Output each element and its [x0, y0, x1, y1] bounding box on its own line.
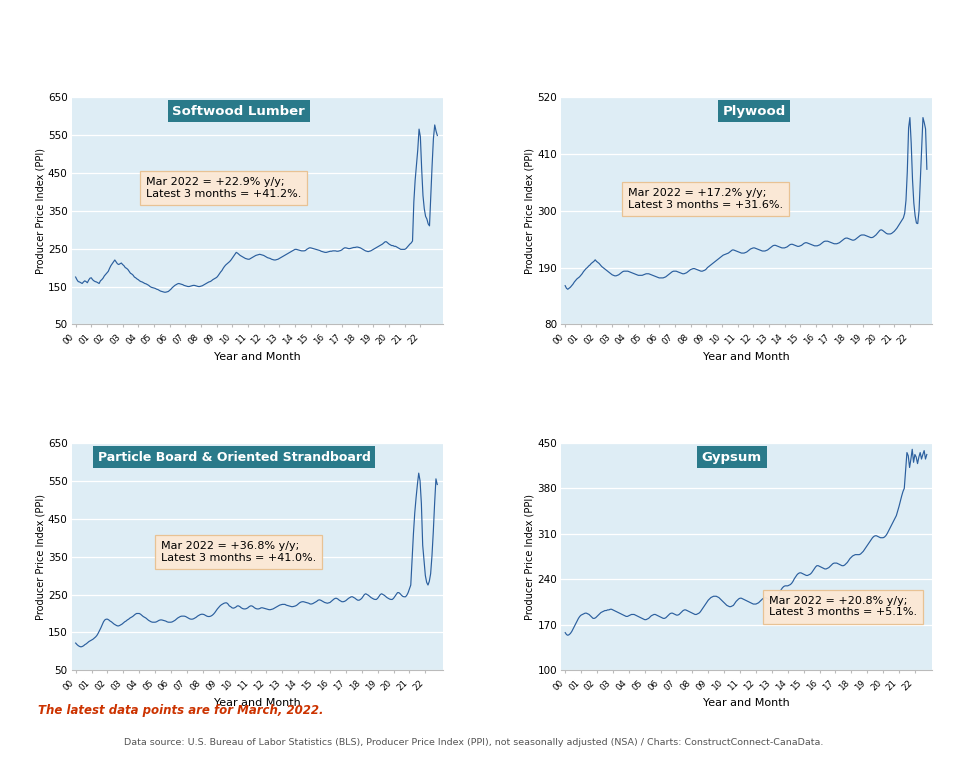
Y-axis label: Producer Price Index (PPI): Producer Price Index (PPI)	[525, 148, 534, 274]
Text: Mar 2022 = +17.2% y/y;
Latest 3 months = +31.6%.: Mar 2022 = +17.2% y/y; Latest 3 months =…	[628, 188, 783, 210]
Text: Particle Board & Oriented Strandboard: Particle Board & Oriented Strandboard	[98, 451, 371, 463]
Text: Mar 2022 = +22.9% y/y;
Latest 3 months = +41.2%.: Mar 2022 = +22.9% y/y; Latest 3 months =…	[146, 177, 301, 198]
Text: Mar 2022 = +36.8% y/y;
Latest 3 months = +41.0%.: Mar 2022 = +36.8% y/y; Latest 3 months =…	[161, 541, 315, 563]
Text: From Producer Price Index (PPI) Series: From Producer Price Index (PPI) Series	[272, 57, 684, 77]
Text: Gypsum: Gypsum	[702, 451, 762, 463]
Y-axis label: Producer Price Index (PPI): Producer Price Index (PPI)	[525, 494, 534, 619]
Text: Mar 2022 = +20.8% y/y;
Latest 3 months = +5.1%.: Mar 2022 = +20.8% y/y; Latest 3 months =…	[769, 596, 917, 618]
Y-axis label: Producer Price Index (PPI): Producer Price Index (PPI)	[35, 148, 45, 274]
Text: Data source: U.S. Bureau of Labor Statistics (BLS), Producer Price Index (PPI), : Data source: U.S. Bureau of Labor Statis…	[124, 738, 824, 747]
Y-axis label: Producer Price Index (PPI): Producer Price Index (PPI)	[35, 494, 45, 619]
Text: Plywood: Plywood	[723, 105, 786, 118]
X-axis label: Year and Month: Year and Month	[214, 352, 300, 362]
Text: U.S. Construction Material Costs (1) – FORESTRY PRODUCTS: U.S. Construction Material Costs (1) – F…	[162, 25, 794, 44]
Text: Softwood Lumber: Softwood Lumber	[172, 105, 305, 118]
Text: The latest data points are for March, 2022.: The latest data points are for March, 20…	[38, 704, 324, 717]
X-axis label: Year and Month: Year and Month	[214, 698, 300, 708]
X-axis label: Year and Month: Year and Month	[704, 352, 790, 362]
X-axis label: Year and Month: Year and Month	[704, 698, 790, 708]
